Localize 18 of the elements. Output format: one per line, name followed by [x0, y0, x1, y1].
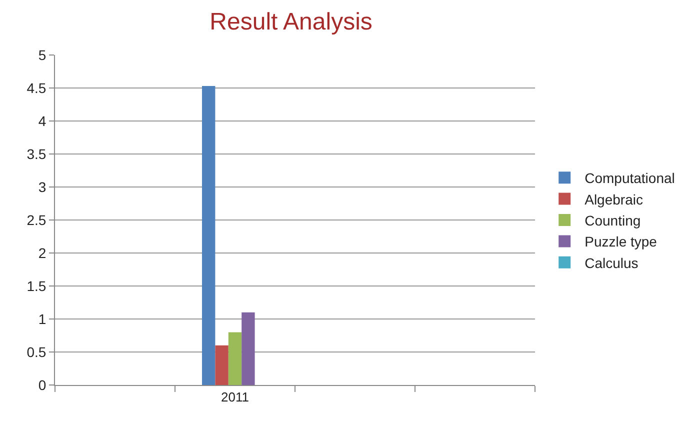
y-tick-label: 3	[38, 178, 46, 195]
y-tick-label: 4	[38, 112, 46, 129]
y-tick-label: 1.5	[26, 278, 46, 294]
y-tick-label: 0.5	[26, 344, 46, 360]
y-tick-label: 3.5	[26, 146, 46, 162]
y-tick-label: 5	[38, 46, 46, 63]
legend-label: Algebraic	[584, 191, 643, 208]
y-tick-label: 0	[38, 376, 46, 393]
legend-label: Puzzle type	[584, 234, 658, 250]
x-tick-label: 2011	[221, 390, 249, 405]
y-tick-label: 4.5	[26, 80, 46, 96]
legend-label: Counting	[584, 212, 641, 228]
legend-label: Calculus	[584, 254, 638, 271]
y-tick-label: 2	[38, 244, 46, 261]
legend-label: Computational	[584, 170, 675, 186]
chart-title: Result Analysis	[210, 8, 372, 36]
y-tick-label: 1	[38, 310, 46, 327]
y-tick-label: 2.5	[26, 212, 46, 228]
